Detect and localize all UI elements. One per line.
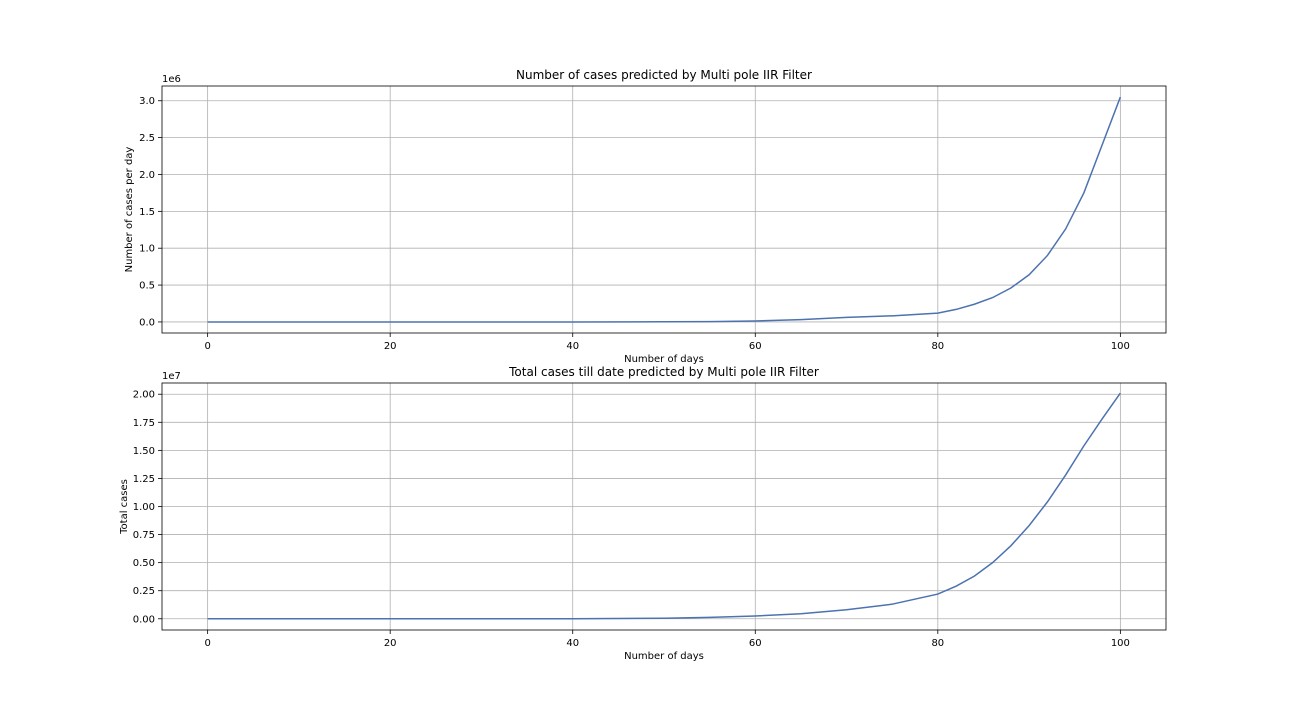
y-tick-label: 0.25 [133,586,155,597]
y-tick-label: 0.50 [133,558,155,569]
y-tick-label: 2.5 [139,133,155,144]
y-offset-label: 1e6 [162,74,181,85]
ticks-layer: 0 20 40 60 80 100 0.00 0.25 0.50 0.75 1.00 1.25 1.50… [133,390,1130,649]
x-tick-label: 40 [566,638,579,649]
chart-1: 0 20 40 60 80 100 0.0 0.5 1.0 1.5 2.0 2.5 3.0 Number… [124,68,1167,365]
series-line [207,392,1121,620]
x-tick-label: 80 [931,638,944,649]
grid-layer [162,86,1166,333]
x-tick-label: 80 [931,341,944,352]
x-tick-label: 60 [749,341,762,352]
chart-title: Total cases till date predicted by Multi… [508,365,819,379]
x-tick-label: 0 [204,638,210,649]
x-axis-label: Number of days [624,354,704,365]
y-tick-label: 2.0 [139,170,155,181]
y-tick-label: 0.75 [133,530,155,541]
y-tick-label: 1.0 [139,244,155,255]
y-tick-label: 0.00 [133,614,155,625]
y-axis-label: Number of cases per day [124,147,135,273]
x-axis-label: Number of days [624,651,704,662]
x-tick-label: 40 [566,341,579,352]
x-tick-label: 60 [749,638,762,649]
chart-title: Number of cases predicted by Multi pole … [516,68,812,82]
y-tick-label: 1.50 [133,446,155,457]
x-tick-label: 0 [204,341,210,352]
y-tick-label: 1.00 [133,502,155,513]
series-line [207,96,1122,323]
grid-layer [162,383,1166,630]
y-tick-label: 1.25 [133,474,155,485]
x-tick-label: 100 [1111,341,1130,352]
y-tick-label: 2.00 [133,390,155,401]
y-tick-label: 0.5 [139,281,155,292]
chart-2: 0 20 40 60 80 100 0.00 0.25 0.50 0.75 1.00 1.25 1.50… [119,365,1167,662]
y-offset-label: 1e7 [162,371,181,382]
y-tick-label: 0.0 [139,317,155,328]
plot-frame [161,85,1167,334]
x-tick-label: 100 [1111,638,1130,649]
y-tick-label: 1.5 [139,207,155,218]
y-axis-label: Total cases [119,479,130,535]
y-tick-label: 1.75 [133,418,155,429]
x-tick-label: 20 [384,341,397,352]
x-tick-label: 20 [384,638,397,649]
ticks-layer: 0 20 40 60 80 100 0.0 0.5 1.0 1.5 2.0 2.5 3.0 [139,96,1130,352]
y-tick-label: 3.0 [139,96,155,107]
